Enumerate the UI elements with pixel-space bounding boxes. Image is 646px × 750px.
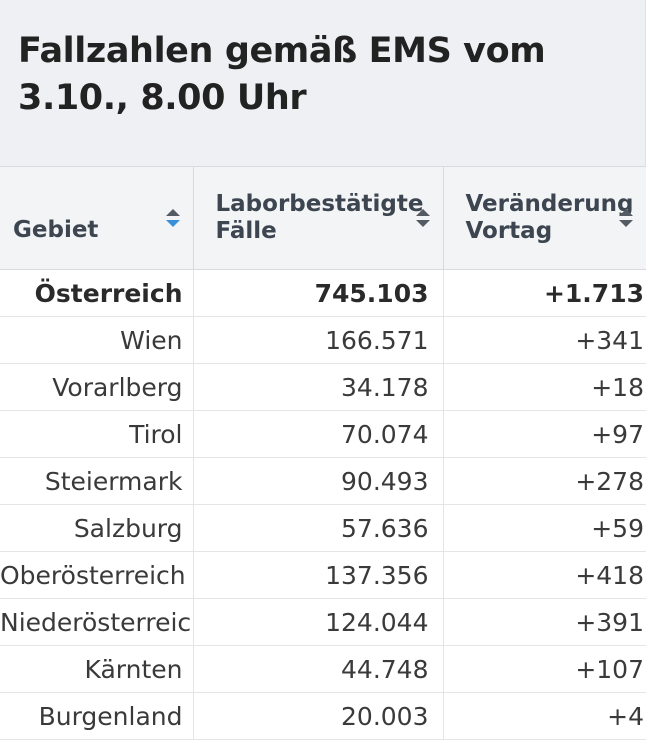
table-header-row: Gebiet Laborbestätigte Fälle Veränderung… — [0, 166, 646, 270]
widget-header: Fallzahlen gemäß EMS vom 3.10., 8.00 Uhr — [0, 0, 646, 166]
table-row-total: Österreich 745.103 +1.713 — [0, 269, 646, 317]
cell-veraenderung: +1.713 — [443, 269, 646, 317]
table-row: Steiermark 90.493 +278 — [0, 457, 646, 505]
table-row: Niederösterreich 124.044 +391 — [0, 598, 646, 646]
cell-gebiet: Vorarlberg — [0, 363, 194, 411]
column-header-faelle[interactable]: Laborbestätigte Fälle — [193, 166, 444, 270]
cell-faelle: 44.748 — [193, 645, 444, 693]
table-row: Salzburg 57.636 +59 — [0, 504, 646, 552]
column-header-label: Laborbestätigte Fälle — [215, 191, 424, 244]
cell-faelle: 57.636 — [193, 504, 444, 552]
cell-gebiet: Kärnten — [0, 645, 194, 693]
cell-faelle: 20.003 — [193, 692, 444, 740]
cell-veraenderung: +391 — [443, 598, 646, 646]
cell-gebiet: Wien — [0, 316, 194, 364]
table-row: Vorarlberg 34.178 +18 — [0, 363, 646, 411]
cell-faelle: 166.571 — [193, 316, 444, 364]
column-header-label: Veränderung Vortag — [465, 191, 634, 244]
cell-faelle: 34.178 — [193, 363, 444, 411]
cell-gebiet: Burgenland — [0, 692, 194, 740]
cell-veraenderung: +59 — [443, 504, 646, 552]
column-header-label: Gebiet — [13, 216, 99, 243]
cell-gebiet: Oberösterreich — [0, 551, 194, 599]
cell-veraenderung: +341 — [443, 316, 646, 364]
column-header-veraenderung[interactable]: Veränderung Vortag — [443, 166, 646, 270]
cell-veraenderung: +278 — [443, 457, 646, 505]
cell-veraenderung: +97 — [443, 410, 646, 458]
cell-faelle: 90.493 — [193, 457, 444, 505]
cell-faelle: 745.103 — [193, 269, 444, 317]
cell-veraenderung: +4 — [443, 692, 646, 740]
table-row: Wien 166.571 +341 — [0, 316, 646, 364]
cell-faelle: 137.356 — [193, 551, 444, 599]
cell-veraenderung: +418 — [443, 551, 646, 599]
table-head: Gebiet Laborbestätigte Fälle Veränderung… — [0, 166, 646, 270]
cell-gebiet: Niederösterreich — [0, 598, 194, 646]
cell-faelle: 124.044 — [193, 598, 444, 646]
cases-table: Gebiet Laborbestätigte Fälle Veränderung… — [0, 166, 646, 740]
table-row: Tirol 70.074 +97 — [0, 410, 646, 458]
table-row: Kärnten 44.748 +107 — [0, 645, 646, 693]
cell-faelle: 70.074 — [193, 410, 444, 458]
widget-title: Fallzahlen gemäß EMS vom 3.10., 8.00 Uhr — [18, 31, 546, 118]
table-row: Oberösterreich 137.356 +418 — [0, 551, 646, 599]
cell-veraenderung: +18 — [443, 363, 646, 411]
column-header-gebiet[interactable]: Gebiet — [0, 166, 194, 270]
sort-icon[interactable] — [618, 206, 634, 230]
cell-veraenderung: +107 — [443, 645, 646, 693]
table-body: Österreich 745.103 +1.713 Wien 166.571 +… — [0, 269, 646, 740]
cell-gebiet: Salzburg — [0, 504, 194, 552]
cell-gebiet: Steiermark — [0, 457, 194, 505]
sort-icon[interactable] — [415, 206, 431, 230]
cell-gebiet: Österreich — [0, 269, 194, 317]
sort-active-icon[interactable] — [165, 206, 181, 230]
table-row: Burgenland 20.003 +4 — [0, 692, 646, 740]
cell-gebiet: Tirol — [0, 410, 194, 458]
